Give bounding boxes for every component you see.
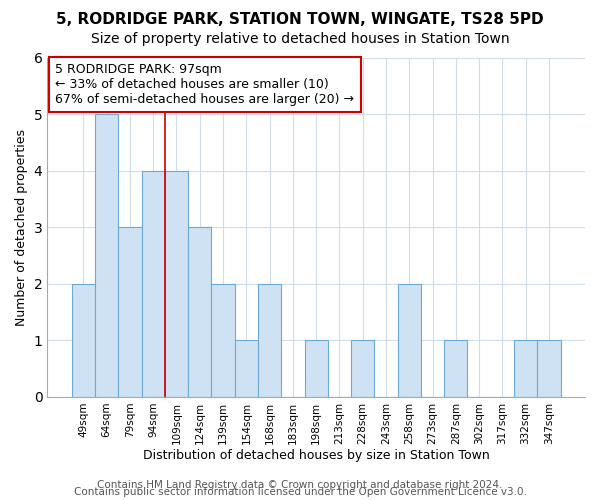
Bar bbox=[72, 284, 95, 397]
Text: 5, RODRIDGE PARK, STATION TOWN, WINGATE, TS28 5PD: 5, RODRIDGE PARK, STATION TOWN, WINGATE,… bbox=[56, 12, 544, 28]
Bar bbox=[188, 228, 211, 397]
Bar bbox=[514, 340, 537, 397]
Bar bbox=[444, 340, 467, 397]
Bar bbox=[235, 340, 258, 397]
X-axis label: Distribution of detached houses by size in Station Town: Distribution of detached houses by size … bbox=[143, 450, 490, 462]
Text: Contains public sector information licensed under the Open Government Licence v3: Contains public sector information licen… bbox=[74, 487, 526, 497]
Bar bbox=[305, 340, 328, 397]
Y-axis label: Number of detached properties: Number of detached properties bbox=[15, 129, 28, 326]
Text: Size of property relative to detached houses in Station Town: Size of property relative to detached ho… bbox=[91, 32, 509, 46]
Bar bbox=[95, 114, 118, 397]
Bar bbox=[398, 284, 421, 397]
Bar bbox=[351, 340, 374, 397]
Text: Contains HM Land Registry data © Crown copyright and database right 2024.: Contains HM Land Registry data © Crown c… bbox=[97, 480, 503, 490]
Text: 5 RODRIDGE PARK: 97sqm
← 33% of detached houses are smaller (10)
67% of semi-det: 5 RODRIDGE PARK: 97sqm ← 33% of detached… bbox=[55, 63, 355, 106]
Bar bbox=[258, 284, 281, 397]
Bar bbox=[165, 171, 188, 397]
Bar bbox=[537, 340, 560, 397]
Bar bbox=[142, 171, 165, 397]
Bar bbox=[211, 284, 235, 397]
Bar bbox=[118, 228, 142, 397]
